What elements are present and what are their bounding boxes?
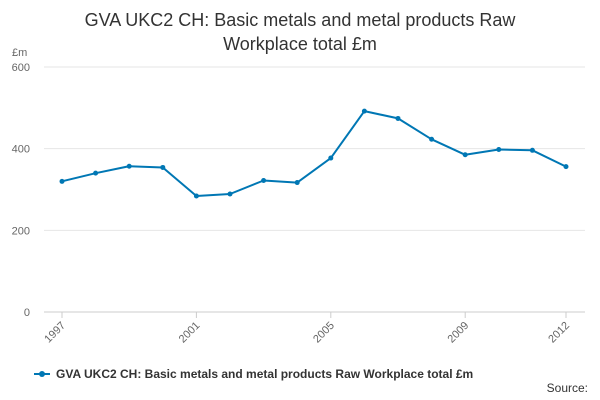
data-point-2010[interactable] xyxy=(496,146,502,152)
data-point-2008[interactable] xyxy=(429,136,435,142)
y-tick-label: 200 xyxy=(12,225,30,237)
legend[interactable]: GVA UKC2 CH: Basic metals and metal prod… xyxy=(34,364,473,384)
data-point-1998[interactable] xyxy=(93,170,99,176)
y-tick-label: 600 xyxy=(12,62,30,74)
data-point-2001[interactable] xyxy=(193,193,199,199)
y-axis: 0 200 400 600 xyxy=(12,62,30,319)
data-point-2007[interactable] xyxy=(395,115,401,121)
data-point-2009[interactable] xyxy=(462,152,468,158)
data-point-1997[interactable] xyxy=(59,178,65,184)
legend-series-marker xyxy=(34,368,50,380)
x-tick-label: 2001 xyxy=(177,320,203,346)
series-line xyxy=(61,110,567,197)
data-point-2004[interactable] xyxy=(294,180,300,186)
x-tick-label: 1997 xyxy=(42,320,68,346)
data-point-2006[interactable] xyxy=(361,108,367,114)
gridlines xyxy=(44,66,585,313)
series-area xyxy=(59,108,569,199)
x-tick-label: 2009 xyxy=(446,320,472,346)
y-tick-label: 0 xyxy=(24,307,30,319)
data-point-1999[interactable] xyxy=(126,163,132,169)
x-axis: 1997 2001 2005 2009 2012 xyxy=(42,312,572,345)
x-tick-label: 2005 xyxy=(311,320,337,346)
source-label: Source: xyxy=(546,381,588,395)
chart-title: GVA UKC2 CH: Basic metals and metal prod… xyxy=(84,10,516,54)
data-point-2012[interactable] xyxy=(563,164,569,170)
y-axis-unit-label: £m xyxy=(12,47,27,59)
legend-series-label: GVA UKC2 CH: Basic metals and metal prod… xyxy=(56,367,474,381)
data-point-2000[interactable] xyxy=(160,164,166,170)
data-point-2003[interactable] xyxy=(261,178,267,184)
x-tick-label: 2012 xyxy=(546,320,572,346)
data-point-2011[interactable] xyxy=(529,147,535,153)
y-tick-label: 400 xyxy=(12,144,30,156)
data-point-2005[interactable] xyxy=(328,155,334,161)
data-point-2002[interactable] xyxy=(227,191,233,197)
